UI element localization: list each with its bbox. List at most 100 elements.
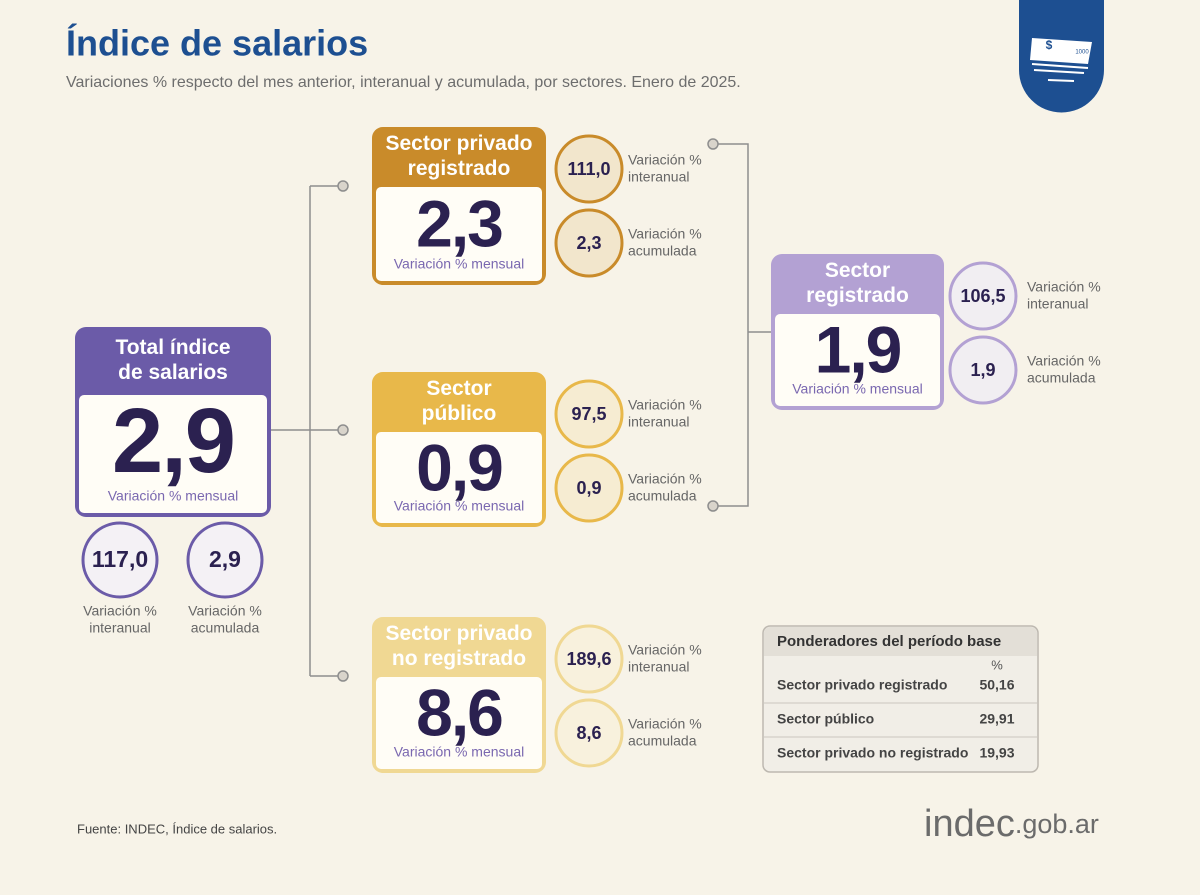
box-value: 0,9 [416,430,502,504]
logo: indec.gob.ar [924,803,1099,845]
box-title: no registrado [392,647,526,670]
circle-value: 2,9 [209,546,241,572]
box-value: 8,6 [416,676,502,750]
circle-value: 189,6 [566,649,611,669]
connectors [271,143,771,677]
table-row-label: Sector privado no registrado [777,745,968,761]
connector-left [271,185,343,677]
circle-label: interanual [1027,296,1089,312]
circle-ring [948,261,1018,331]
circle-ring [554,379,624,449]
circle-ring [554,698,624,768]
box-title: registrado [408,157,511,180]
circle-ring [554,134,624,204]
circle-label: acumulada [628,488,697,504]
dot [707,500,719,512]
box-value: 1,9 [815,313,901,387]
circle-label: Variación % [628,716,702,732]
box-title: público [422,402,497,425]
subtitle: Variaciones % respecto del mes anterior,… [66,74,741,91]
indicator-circle: 106,5 Variación %interanual [948,261,1101,331]
dot [337,424,349,436]
circle-label: interanual [628,414,690,430]
box-body [775,314,940,406]
logo-main: indec [924,803,1015,845]
indicator-circle: 189,6 Variación %interanual [554,624,702,694]
indicator-circle: 111,0 Variación %interanual [554,134,702,204]
table-row-value: 19,93 [979,745,1014,761]
circle-label: interanual [628,659,690,675]
circle-value: 106,5 [960,286,1005,306]
icon-amount: 1000 [1075,50,1089,56]
circle-label: acumulada [628,733,697,749]
circle-label: acumulada [1027,370,1096,386]
icon: $ 1000 [1019,0,1104,113]
circle-value: 117,0 [92,546,148,572]
connector-right [713,143,771,507]
box-value: 2,3 [416,187,502,261]
box-value-label: Variación % mensual [394,744,524,760]
table-frame [762,625,1039,773]
circle-value: 0,9 [576,478,601,498]
box-title: Sector privado [385,132,532,155]
circle-label: acumulada [628,243,697,259]
icon-bill [1030,38,1092,64]
title: Índice de salarios [66,23,368,64]
circle-label: Variación % [188,603,262,619]
circle-ring [554,453,624,523]
circle-ring [948,335,1018,405]
box-title: de salarios [118,361,228,384]
indicator-circle: 97,5 Variación %interanual [554,379,702,449]
circle-label: Variación % [1027,279,1101,295]
circle-label: Variación % [628,471,702,487]
circle-value: 97,5 [571,404,606,424]
circle-value: 2,3 [576,233,601,253]
indicator-circle: 1,9 Variación %acumulada [948,335,1101,405]
table-unit: % [991,657,1003,672]
icon-stack [1031,63,1089,82]
circle-label: acumulada [191,620,260,636]
box-body [79,395,267,513]
box-body [376,677,542,769]
circle-label: Variación % [1027,353,1101,369]
circle-label: Variación % [628,642,702,658]
box-body [376,432,542,523]
dot [707,138,719,150]
box-title: registrado [806,284,909,307]
box-value-label: Variación % mensual [108,488,238,504]
table-row-label: Sector privado registrado [777,677,947,693]
box-value-label: Variación % mensual [394,256,524,272]
indicator-circle: 8,6 Variación %acumulada [554,698,702,768]
indicator-circle: 2,3 Variación %acumulada [554,208,702,278]
circle-ring [554,208,624,278]
table-row-label: Sector público [777,711,874,727]
circle-value: 1,9 [970,360,995,380]
weights-table: Ponderadores del período base % Sector p… [762,625,1039,773]
box-title: Total índice [115,336,230,359]
circle-ring [186,521,264,599]
box-value-label: Variación % mensual [792,381,922,397]
circle-label: Variación % [628,397,702,413]
source: Fuente: INDEC, Índice de salarios. [77,821,277,836]
circle-ring [554,624,624,694]
box-title: Sector privado [385,622,532,645]
circle-ring [81,521,159,599]
box-body [376,187,542,281]
box-title: Sector [426,377,491,400]
indicator-circle: 2,9 Variación %acumulada [186,521,264,636]
logo-suffix: .gob.ar [1015,809,1099,839]
table-row-value: 50,16 [979,677,1014,693]
connector-dots [337,138,719,682]
indicator-circle: 117,0 Variación %interanual [81,521,159,636]
dot [337,670,349,682]
circle-label: Variación % [83,603,157,619]
box-value: 2,9 [112,390,234,492]
table-row-value: 29,91 [979,711,1014,727]
